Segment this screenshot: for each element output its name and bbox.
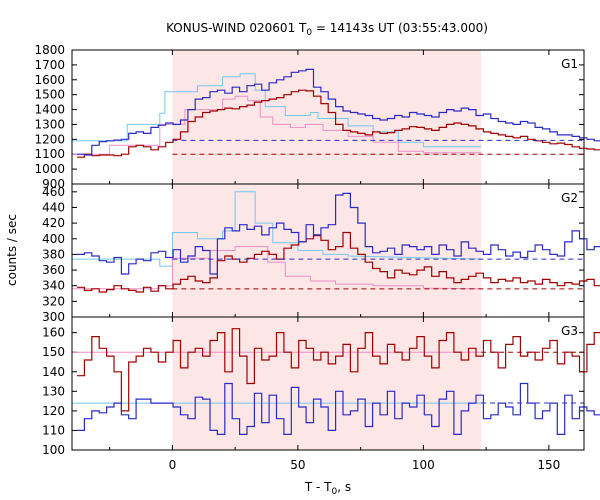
y-tick-label: 140 [42, 365, 65, 379]
count-rate-blue [77, 382, 600, 435]
y-tick-label: 320 [42, 294, 65, 308]
panel-g3: 100 110 120 130 140 150 160 G3 [42, 316, 600, 457]
count-rate-blue [77, 192, 600, 275]
y-tick-label: 340 [42, 279, 65, 293]
y-tick-label: 900 [42, 177, 65, 191]
y-tick-label: 1300 [34, 117, 65, 131]
y-tick-label: 1700 [34, 58, 65, 72]
panel-label: G3 [561, 324, 578, 338]
y-tick-label: 420 [42, 216, 65, 230]
y-tick-label: 460 [42, 185, 65, 199]
y-tick-label: 1000 [34, 162, 65, 176]
y-tick-label: 150 [42, 345, 65, 359]
y-tick-label: 1500 [34, 88, 65, 102]
y-tick-label: 360 [42, 263, 65, 277]
burst-interval-shade [172, 50, 482, 184]
y-tick-label: 1600 [34, 73, 65, 87]
y-axis-label: counts / sec [5, 214, 19, 286]
y-tick-label: 110 [42, 423, 65, 437]
y-tick-label: 120 [42, 404, 65, 418]
model-curve-pink [72, 246, 482, 290]
panel-label: G2 [561, 191, 578, 205]
y-tick-label: 130 [42, 384, 65, 398]
count-rate-red [77, 231, 600, 293]
y-tick-label: 1200 [34, 132, 65, 146]
x-axis-label: T - T0, s [304, 480, 351, 497]
panel-label: G1 [561, 57, 578, 71]
y-tick-label: 100 [42, 443, 65, 457]
y-tick-label: 400 [42, 232, 65, 246]
y-tick-label: 1100 [34, 147, 65, 161]
y-tick-label: 440 [42, 200, 65, 214]
y-tick-label: 1800 [34, 43, 65, 57]
panel-frame [71, 316, 585, 451]
x-tick-label: 150 [537, 458, 560, 472]
panels-group: 900100011001200130014001500160017001800G… [34, 43, 600, 472]
x-tick-label: 50 [290, 458, 305, 472]
y-tick-label: 160 [42, 326, 65, 340]
y-tick-label: 300 [42, 310, 65, 324]
burst-interval-shade [172, 317, 482, 450]
y-tick-label: 1400 [34, 103, 65, 117]
model-curve-pink [72, 95, 482, 155]
x-tick-label: 0 [169, 458, 177, 472]
count-rate-red [77, 89, 600, 158]
count-rate-blue [77, 68, 600, 156]
model-curve-cyan [72, 191, 482, 267]
y-tick-label: 380 [42, 247, 65, 261]
chart-title: KONUS-WIND 020601 T0 = 14143s UT (03:55:… [166, 21, 488, 38]
count-rate-red [77, 328, 600, 412]
x-tick-label: 100 [412, 458, 435, 472]
model-curve-cyan [72, 73, 482, 148]
